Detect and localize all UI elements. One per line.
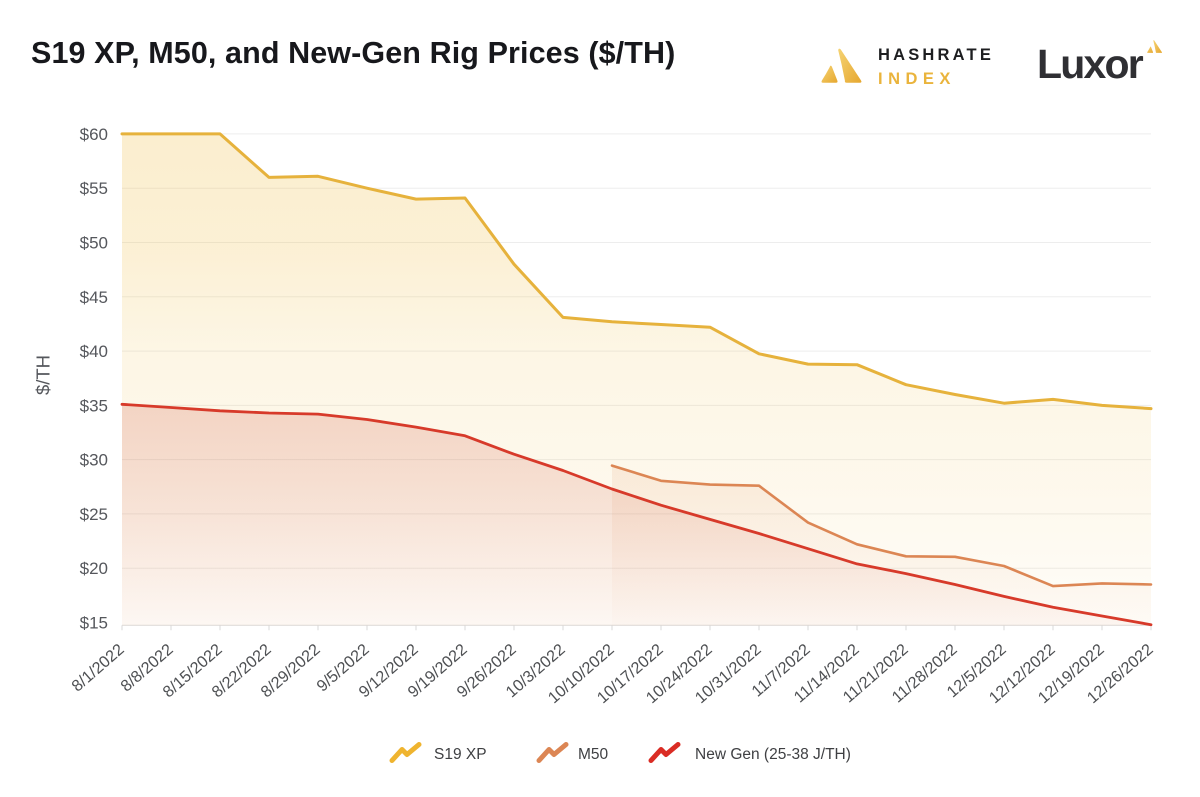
svg-text:$45: $45 — [80, 288, 108, 307]
svg-text:$30: $30 — [80, 451, 108, 470]
svg-text:M50: M50 — [578, 746, 609, 763]
svg-text:Luxor: Luxor — [1037, 41, 1144, 87]
svg-text:$50: $50 — [80, 234, 108, 253]
svg-text:$55: $55 — [80, 179, 108, 198]
svg-text:8/1/2022: 8/1/2022 — [68, 640, 127, 695]
svg-text:INDEX: INDEX — [878, 70, 956, 88]
svg-text:S19 XP, M50, and New-Gen Rig P: S19 XP, M50, and New-Gen Rig Prices ($/T… — [31, 36, 675, 70]
svg-text:$15: $15 — [80, 614, 108, 633]
svg-text:$35: $35 — [80, 396, 108, 415]
svg-text:$25: $25 — [80, 505, 108, 524]
svg-text:$20: $20 — [80, 559, 108, 578]
svg-text:S19 XP: S19 XP — [434, 746, 487, 763]
svg-text:$40: $40 — [80, 342, 108, 361]
svg-text:HASHRATE: HASHRATE — [878, 46, 994, 64]
svg-text:$/TH: $/TH — [33, 355, 54, 395]
svg-text:$60: $60 — [80, 125, 108, 144]
svg-text:New Gen (25-38 J/TH): New Gen (25-38 J/TH) — [695, 746, 851, 763]
